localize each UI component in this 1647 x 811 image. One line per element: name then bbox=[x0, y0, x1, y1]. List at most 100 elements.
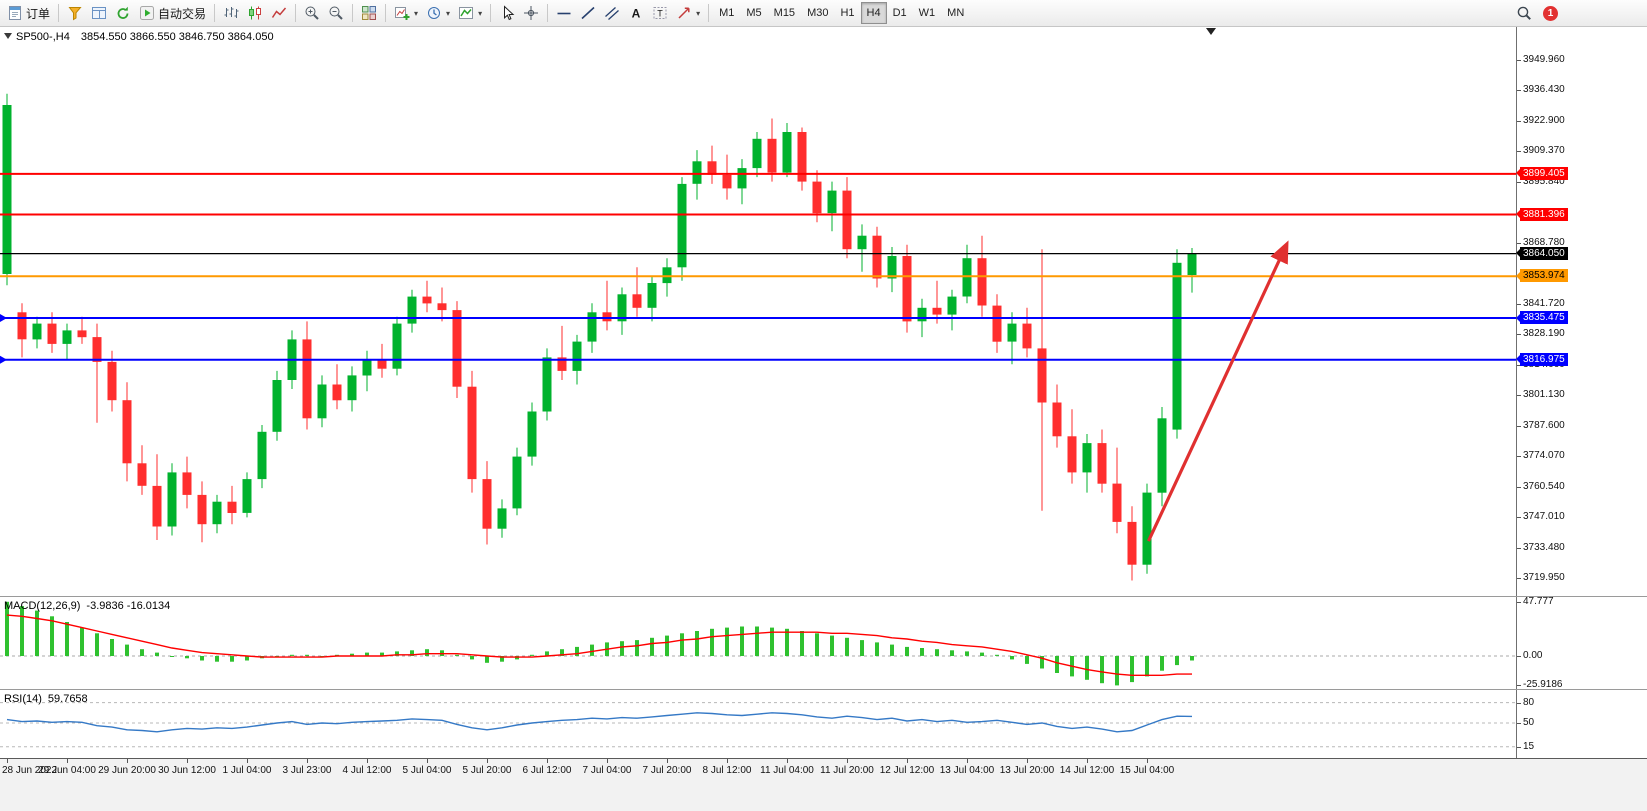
timeframe-m15-button[interactable]: M15 bbox=[773, 7, 796, 19]
toolbar-separator bbox=[214, 4, 216, 22]
equidistant-channel-button[interactable] bbox=[600, 1, 624, 25]
new-order-button[interactable]: 订单 bbox=[3, 1, 54, 25]
macd-bar bbox=[380, 652, 384, 656]
price-chart-panel[interactable] bbox=[0, 27, 1516, 597]
time-label: 4 Jul 12:00 bbox=[342, 765, 392, 776]
rsi-panel[interactable] bbox=[0, 690, 1516, 758]
timeframe-m5-button[interactable]: M5 bbox=[746, 7, 762, 19]
candle-body bbox=[737, 168, 747, 189]
macd-bar bbox=[815, 633, 819, 656]
candle-body bbox=[872, 235, 882, 279]
candle-body bbox=[422, 296, 432, 304]
price-tick-label: 3719.950 bbox=[1523, 572, 1565, 584]
macd-panel[interactable] bbox=[0, 597, 1516, 690]
price-tick-label: 3774.070 bbox=[1523, 450, 1565, 462]
macd-bar bbox=[155, 652, 159, 656]
macd-signal-line bbox=[6, 614, 1192, 677]
rsi-current-value: 59.7658 bbox=[47, 693, 88, 705]
market-watch-button[interactable] bbox=[87, 1, 111, 25]
refresh-icon bbox=[115, 5, 131, 21]
panel-separator[interactable] bbox=[0, 596, 1647, 597]
candle-body bbox=[662, 267, 672, 284]
arrows-button[interactable]: ▾ bbox=[672, 1, 704, 25]
axis-tick bbox=[1517, 364, 1521, 366]
periods-button[interactable]: ▾ bbox=[422, 1, 454, 25]
price-tick-label: 3949.960 bbox=[1523, 53, 1565, 65]
zoom-in-button[interactable] bbox=[300, 1, 324, 25]
candle-body bbox=[722, 174, 732, 189]
label-t-icon: T bbox=[652, 5, 668, 21]
time-label: 29 Jun 20:00 bbox=[98, 765, 156, 776]
macd-bar bbox=[980, 652, 984, 656]
text-button[interactable]: A bbox=[624, 1, 648, 25]
macd-bar bbox=[50, 616, 54, 656]
price-axis[interactable]: 3949.960 3936.430 3922.900 3909.370 3895.840… bbox=[1516, 27, 1647, 758]
one-click-collapse-icon[interactable] bbox=[4, 33, 12, 43]
candle-body bbox=[992, 305, 1002, 342]
algo-trading-button[interactable]: 自动交易 bbox=[135, 1, 210, 25]
panel-separator[interactable] bbox=[0, 689, 1647, 690]
candle-body bbox=[1112, 483, 1122, 522]
time-tick bbox=[487, 759, 488, 763]
text-label-button[interactable]: T bbox=[648, 1, 672, 25]
candle-body bbox=[977, 258, 987, 306]
indicators-button[interactable]: ▾ bbox=[454, 1, 486, 25]
cursor-button[interactable] bbox=[495, 1, 519, 25]
tile-windows-button[interactable] bbox=[357, 1, 381, 25]
new-chart-icon bbox=[394, 5, 410, 21]
macd-bar bbox=[890, 644, 894, 656]
search-button[interactable] bbox=[1512, 1, 1536, 25]
candle-body bbox=[1022, 323, 1032, 349]
candle-body bbox=[437, 303, 447, 311]
timeframe-m1-button[interactable]: M1 bbox=[719, 7, 735, 19]
toolbar-separator bbox=[490, 4, 492, 22]
zoom-out-button[interactable] bbox=[324, 1, 348, 25]
candle-body bbox=[482, 479, 492, 529]
candlestick-chart-button[interactable] bbox=[243, 1, 267, 25]
time-axis[interactable]: 28 Jun 2022 29 Jun 04:00 29 Jun 20:00 30 Ju… bbox=[0, 758, 1647, 811]
axis-tick bbox=[1517, 303, 1521, 305]
timeframe-h4-button[interactable]: H4 bbox=[860, 2, 887, 24]
candle-body bbox=[107, 361, 117, 401]
time-label: 7 Jul 20:00 bbox=[642, 765, 692, 776]
macd-bar bbox=[530, 654, 534, 656]
candle-body bbox=[572, 341, 582, 371]
timeframe-m30-button[interactable]: M30 bbox=[807, 7, 829, 19]
timeframe-h1-button[interactable]: H1 bbox=[840, 7, 855, 19]
timeframe-w1-button[interactable]: W1 bbox=[918, 7, 936, 19]
macd-bar bbox=[170, 656, 174, 657]
trend-arrow[interactable] bbox=[1147, 240, 1289, 542]
timeframe-d1-button[interactable]: D1 bbox=[892, 7, 907, 19]
candle-body bbox=[677, 183, 687, 268]
macd-tick-label: 0.00 bbox=[1523, 649, 1543, 661]
candle-body bbox=[392, 323, 402, 369]
horizontal-line-button[interactable] bbox=[552, 1, 576, 25]
macd-bar bbox=[695, 631, 699, 656]
depth-of-market-button[interactable] bbox=[63, 1, 87, 25]
candle-body bbox=[1037, 348, 1047, 403]
zoom-in-icon bbox=[304, 5, 320, 21]
notifications-badge[interactable]: 1 bbox=[1543, 5, 1558, 21]
macd-bar bbox=[1025, 656, 1029, 664]
macd-bar bbox=[710, 628, 714, 656]
axis-tick bbox=[1517, 120, 1521, 122]
macd-bar bbox=[545, 651, 549, 656]
trendline-button[interactable] bbox=[576, 1, 600, 25]
candle-body bbox=[47, 323, 57, 344]
time-tick bbox=[247, 759, 248, 763]
line-chart-button[interactable] bbox=[267, 1, 291, 25]
candle-body bbox=[1097, 443, 1107, 484]
time-label: 14 Jul 12:00 bbox=[1059, 765, 1115, 776]
crosshair-button[interactable] bbox=[519, 1, 543, 25]
timeframe-mn-button[interactable]: MN bbox=[947, 7, 965, 19]
macd-bar bbox=[875, 642, 879, 656]
algo-play-icon bbox=[139, 5, 155, 21]
axis-tick bbox=[1517, 242, 1521, 244]
bar-chart-button[interactable] bbox=[219, 1, 243, 25]
new-chart-button[interactable]: ▾ bbox=[390, 1, 422, 25]
candle-body bbox=[512, 456, 522, 509]
axis-tick bbox=[1517, 90, 1521, 92]
refresh-button[interactable] bbox=[111, 1, 135, 25]
chart-shift-marker[interactable] bbox=[1206, 28, 1216, 40]
macd-bar bbox=[1085, 656, 1089, 680]
